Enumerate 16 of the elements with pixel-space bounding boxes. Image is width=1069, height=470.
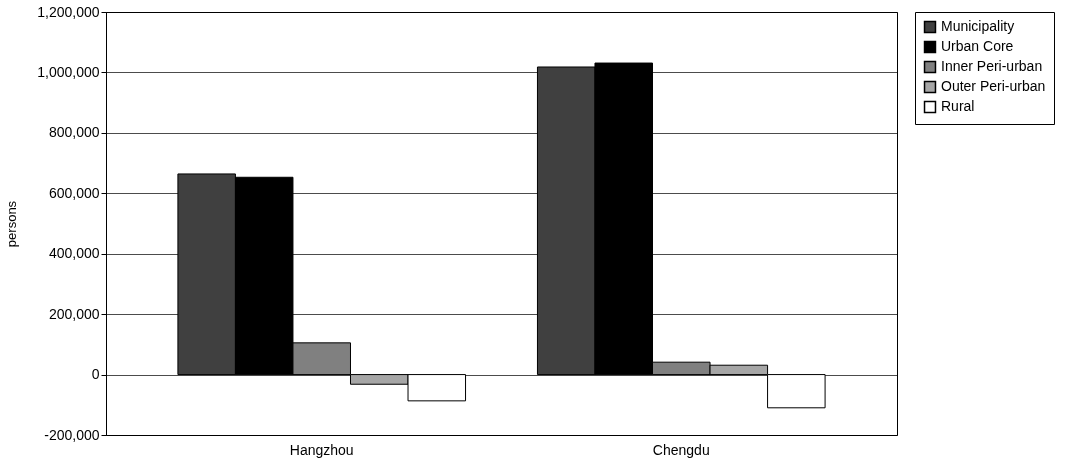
legend-label: Rural	[941, 98, 975, 114]
legend-label: Municipality	[941, 18, 1015, 34]
y-tick-label: 0	[91, 366, 100, 383]
x-tick-label: Chengdu	[652, 441, 710, 458]
legend-label: Urban Core	[941, 38, 1014, 54]
legend-label: Outer Peri-urban	[941, 78, 1046, 94]
y-tick-label: 1,000,000	[37, 63, 100, 80]
y-axis-title: persons	[4, 200, 20, 248]
y-tick-label: 400,000	[48, 245, 100, 262]
y-tick-label: 800,000	[48, 124, 100, 141]
y-tick-label: 1,200,000	[37, 3, 100, 20]
x-tick-label: Hangzhou	[289, 441, 354, 458]
y-tick-label: 600,000	[48, 184, 100, 201]
legend-label: Inner Peri-urban	[941, 58, 1043, 74]
y-tick-label: 200,000	[48, 305, 100, 322]
y-tick-label: -200,000	[44, 426, 100, 443]
